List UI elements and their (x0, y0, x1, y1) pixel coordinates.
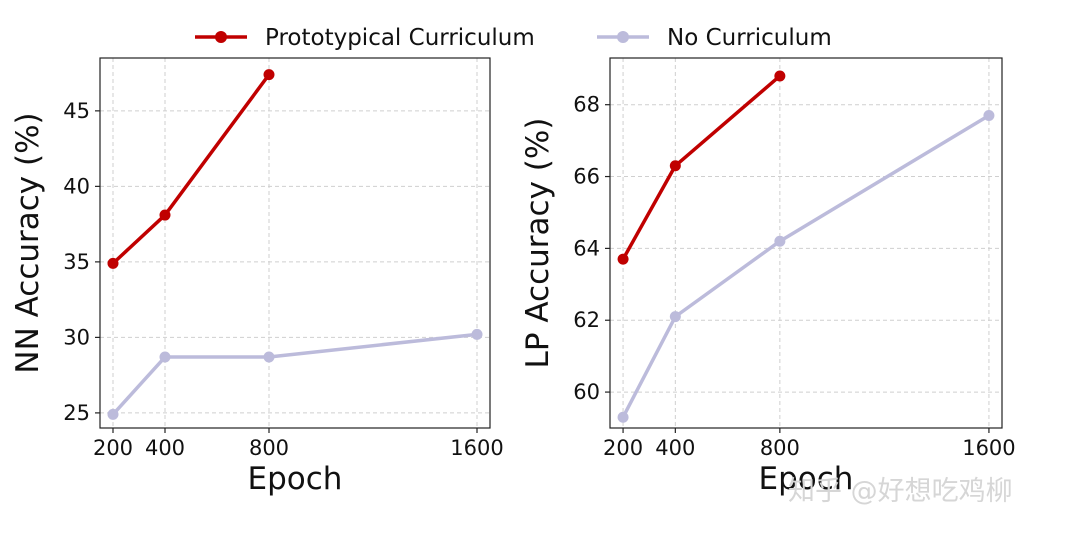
legend: Prototypical Curriculum No Curriculum (195, 25, 832, 51)
x-tick-label: 400 (145, 436, 185, 460)
series-no-curriculum (617, 109, 995, 423)
legend-swatch-marker (617, 31, 629, 43)
legend-swatch-marker (215, 31, 227, 43)
data-point (983, 109, 995, 121)
series-no-curriculum (107, 328, 483, 420)
y-tick-label: 30 (63, 325, 90, 349)
x-tick-label: 800 (249, 436, 289, 460)
x-tick-label: 800 (760, 436, 800, 460)
nn-accuracy-panel: 200 400 800 1600 25 30 35 40 45 Epoch NN Accuracy … (10, 57, 504, 497)
x-tick-label: 1600 (962, 436, 1015, 460)
data-point (471, 328, 483, 340)
y-tick-label: 25 (63, 401, 90, 425)
data-point (107, 408, 119, 420)
x-tick-label: 400 (655, 436, 695, 460)
y-tick-label: 66 (573, 165, 600, 189)
axes-frame (99, 57, 491, 429)
x-tick-label: 200 (93, 436, 133, 460)
x-axis-label: Epoch (248, 461, 343, 497)
series-line (621, 74, 782, 261)
y-tick-label: 62 (573, 308, 600, 332)
x-tick-label: 200 (603, 436, 643, 460)
y-tick-label: 40 (63, 174, 90, 198)
data-point (774, 70, 786, 82)
series-line (111, 332, 478, 416)
data-point (774, 235, 786, 247)
data-point (617, 253, 629, 265)
y-tick-label: 64 (573, 236, 600, 260)
data-point (669, 311, 681, 323)
x-tick-label: 1600 (450, 436, 503, 460)
series-line (621, 113, 990, 419)
y-axis-label: LP Accuracy (%) (520, 118, 556, 369)
data-point (263, 351, 275, 363)
legend-item-prototypical: Prototypical Curriculum (195, 25, 535, 51)
data-point (617, 411, 629, 423)
axes-frame (609, 57, 1003, 429)
series-prototypical-curriculum (107, 69, 275, 269)
y-tick-label: 35 (63, 250, 90, 274)
lp-accuracy-panel: 200 400 800 1600 60 62 64 66 68 Epoch LP Accuracy … (520, 57, 1016, 497)
watermark-text: 知乎 @好想吃鸡柳 (788, 476, 1013, 507)
series-prototypical-curriculum (617, 70, 786, 265)
data-point (669, 160, 681, 172)
legend-label: No Curriculum (667, 25, 832, 51)
y-tick-label: 68 (573, 93, 600, 117)
y-tick-label: 60 (573, 380, 600, 404)
data-point (263, 69, 275, 81)
legend-item-no-curriculum: No Curriculum (597, 25, 832, 51)
series-line (111, 73, 271, 265)
y-axis-label: NN Accuracy (%) (10, 112, 46, 373)
data-point (159, 209, 171, 221)
y-tick-label: 45 (63, 99, 90, 123)
data-point (107, 257, 119, 269)
legend-label: Prototypical Curriculum (265, 25, 535, 51)
data-point (159, 351, 171, 363)
x-axis-label: Epoch (759, 461, 854, 497)
